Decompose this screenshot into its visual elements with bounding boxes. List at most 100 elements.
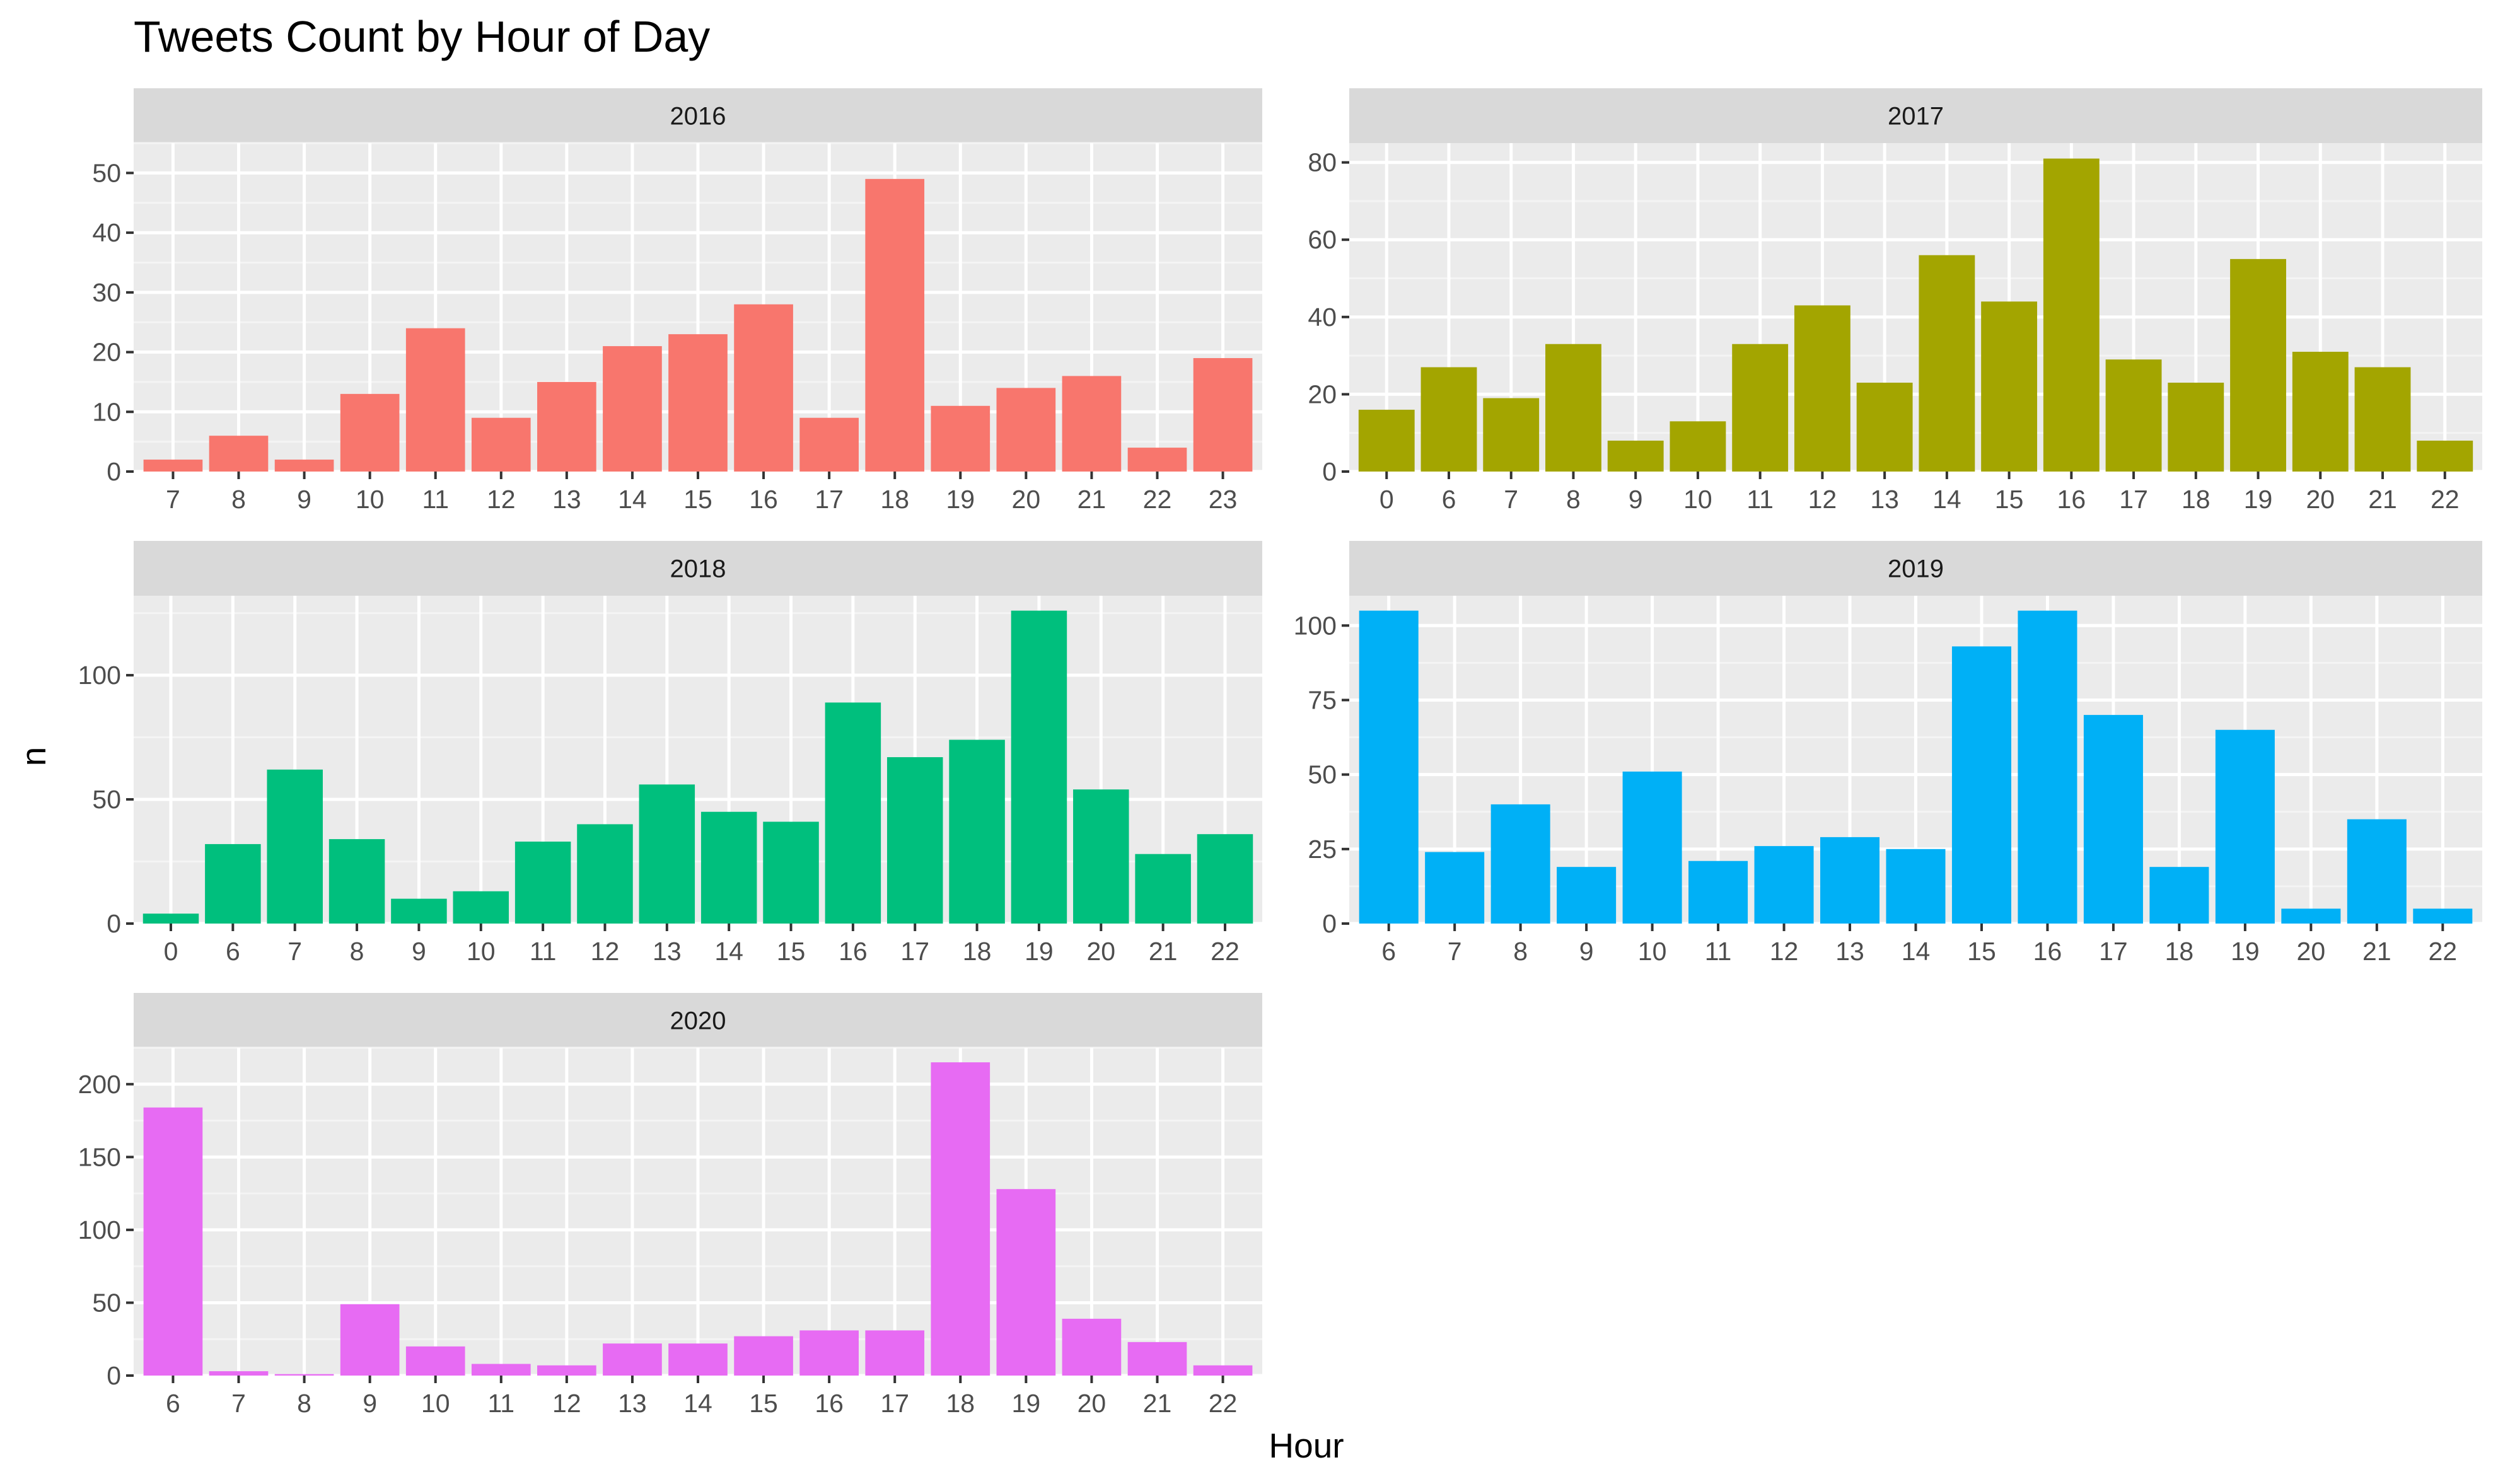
facet-strip-label: 2017	[1888, 103, 1944, 130]
x-tick-label: 15	[683, 485, 712, 514]
x-tick-label: 11	[422, 485, 449, 514]
x-tick-label: 6	[226, 937, 240, 966]
x-tick-label: 8	[231, 485, 246, 514]
y-tick-label: 75	[1308, 685, 1337, 714]
x-tick-label: 8	[350, 937, 364, 966]
x-tick-label: 14	[683, 1389, 712, 1418]
x-tick-label: 16	[839, 937, 868, 966]
x-tick-label: 18	[880, 485, 909, 514]
x-tick-label: 0	[1380, 485, 1394, 514]
y-tick-label: 20	[92, 338, 121, 367]
bar-2017-13	[1856, 383, 1913, 472]
facet-strip	[1349, 88, 2482, 143]
bar-2017-16	[2043, 158, 2100, 472]
x-tick-label: 11	[1705, 937, 1732, 966]
bar-2019-15	[1951, 646, 2011, 924]
bar-2016-16	[734, 304, 793, 472]
bar-2019-22	[2413, 908, 2473, 924]
bar-2018-21	[1135, 854, 1191, 924]
facet-strip	[134, 541, 1262, 596]
facet-strip	[134, 993, 1262, 1048]
x-tick-label: 15	[749, 1389, 778, 1418]
facet-strip-label: 2019	[1888, 555, 1944, 583]
bar-2018-19	[1011, 610, 1067, 924]
y-tick-label: 50	[92, 1288, 121, 1317]
y-tick-label: 100	[1294, 611, 1337, 640]
bar-2016-17	[799, 417, 859, 472]
x-tick-label: 19	[1012, 1389, 1041, 1418]
x-tick-label: 12	[1770, 937, 1799, 966]
x-tick-label: 10	[356, 485, 385, 514]
panel-2020: 2020 0 50 100 150 200 6 7 8 9 10 11 12 13 14 15 16 17 18 19…	[78, 993, 1262, 1418]
y-tick-label: 40	[1308, 303, 1337, 332]
bar-2017-6	[1420, 367, 1477, 472]
bar-2016-23	[1193, 358, 1253, 472]
y-tick-label: 50	[1308, 760, 1337, 789]
x-tick-label: 16	[815, 1389, 844, 1418]
panel-2017: 2017 0 20 40 60 80 0 6 7 8 9 10 11 12 13 14 15 16 17 18 19 20…	[1308, 88, 2482, 514]
bar-2018-6	[205, 843, 261, 924]
bar-2017-11	[1732, 344, 1789, 472]
x-tick-label: 21	[1143, 1389, 1172, 1418]
bar-2020-6	[143, 1107, 203, 1376]
x-tick-label: 10	[467, 937, 496, 966]
bar-2017-12	[1794, 305, 1850, 472]
bar-2018-15	[763, 821, 819, 924]
facet-strip-label: 2020	[670, 1007, 726, 1035]
x-tick-label: 14	[1902, 937, 1931, 966]
bar-2016-21	[1062, 376, 1122, 472]
x-tick-label: 12	[1808, 485, 1837, 514]
x-tick-label: 18	[2165, 937, 2194, 966]
bar-2018-7	[267, 769, 323, 924]
bar-2020-7	[209, 1371, 269, 1376]
x-tick-label: 20	[2306, 485, 2335, 514]
bar-2017-15	[1981, 301, 2038, 472]
x-tick-label: 10	[1683, 485, 1712, 514]
x-tick-label: 6	[166, 1389, 180, 1418]
x-tick-label: 16	[2033, 937, 2062, 966]
bar-2017-20	[2292, 351, 2349, 472]
y-axis-title: n	[14, 747, 53, 767]
bar-2018-9	[391, 898, 447, 924]
facet-strip	[1349, 541, 2482, 596]
x-tick-label: 17	[2099, 937, 2128, 966]
x-tick-label: 19	[2231, 937, 2260, 966]
bar-2017-21	[2354, 367, 2411, 472]
bar-2016-9	[274, 460, 334, 472]
x-tick-label: 11	[530, 937, 557, 966]
x-tick-label: 10	[1638, 937, 1667, 966]
bar-2018-11	[514, 842, 571, 924]
bar-2019-12	[1754, 846, 1814, 924]
x-tick-label: 13	[552, 485, 581, 514]
x-tick-label: 14	[1932, 485, 1961, 514]
bar-2019-6	[1359, 610, 1419, 924]
x-tick-label: 15	[777, 937, 806, 966]
x-tick-label: 23	[1209, 485, 1238, 514]
bar-2019-18	[2149, 867, 2209, 924]
bar-2017-22	[2417, 440, 2473, 472]
x-tick-label: 19	[2244, 485, 2273, 514]
x-tick-label: 14	[714, 937, 743, 966]
x-tick-label: 16	[2057, 485, 2086, 514]
bar-2017-19	[2230, 258, 2286, 472]
bar-2018-16	[825, 702, 881, 924]
chart-title: Tweets Count by Hour of Day	[134, 12, 710, 61]
x-tick-label: 11	[1746, 485, 1774, 514]
y-tick-label: 100	[78, 1215, 121, 1244]
bar-2017-18	[2168, 383, 2224, 472]
bar-2019-20	[2281, 908, 2341, 924]
x-tick-label: 21	[1149, 937, 1178, 966]
bar-2018-14	[700, 811, 757, 924]
x-tick-label: 8	[297, 1389, 311, 1418]
y-tick-label: 0	[1322, 457, 1337, 486]
x-tick-label: 6	[1381, 937, 1396, 966]
x-tick-label: 6	[1442, 485, 1456, 514]
x-tick-label: 20	[1078, 1389, 1107, 1418]
x-tick-label: 20	[1012, 485, 1041, 514]
x-tick-label: 12	[591, 937, 620, 966]
bar-2016-22	[1127, 448, 1187, 472]
x-tick-label: 17	[2119, 485, 2148, 514]
bar-2017-17	[2105, 359, 2162, 472]
